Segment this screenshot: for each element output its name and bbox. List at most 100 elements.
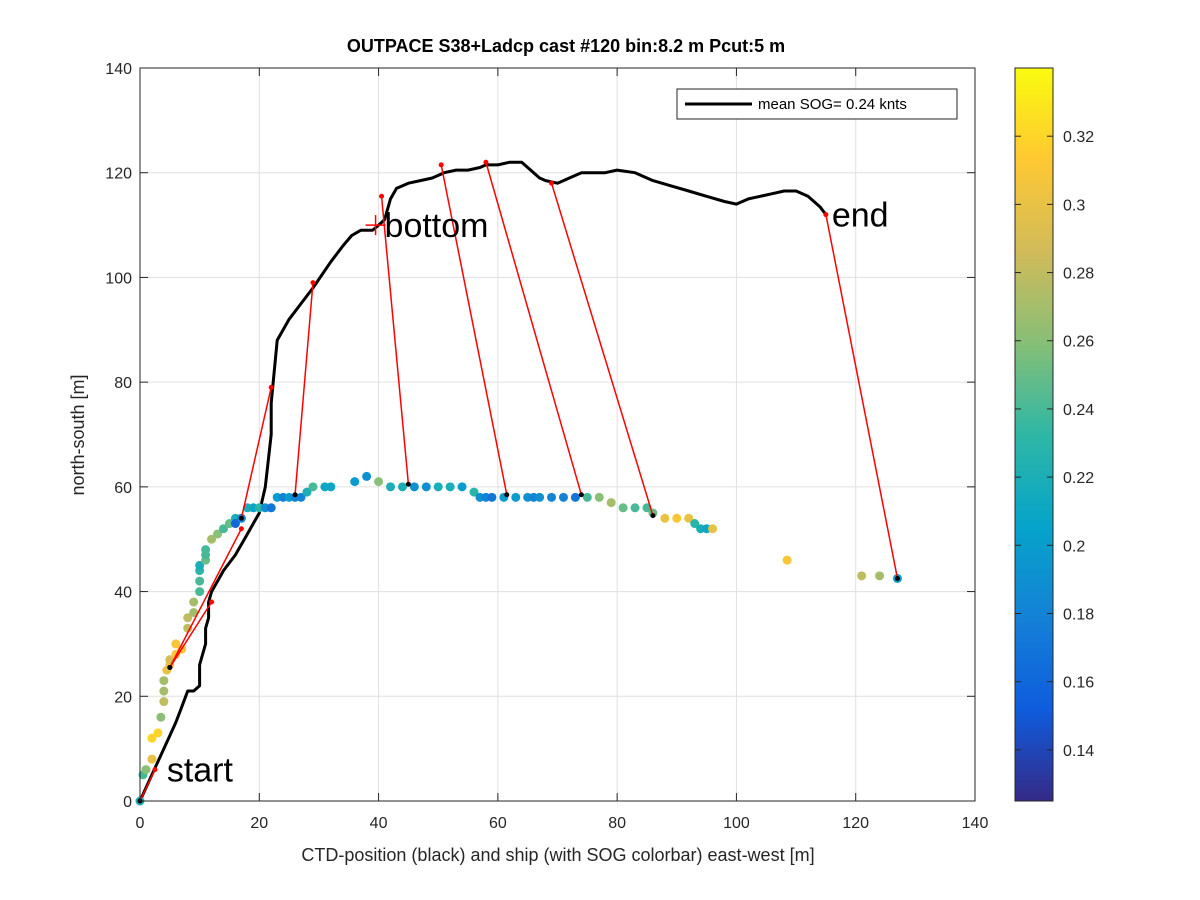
x-tick-label: 100: [723, 815, 750, 832]
colorbar-tick-label: 0.24: [1063, 402, 1094, 419]
colorbar-tick-label: 0.14: [1063, 743, 1094, 760]
ship-point: [684, 513, 694, 523]
ship-point: [189, 597, 199, 607]
x-tick-label: 40: [370, 815, 388, 832]
ship-point: [660, 513, 670, 523]
y-axis-label: north-south [m]: [68, 374, 88, 495]
ship-point: [266, 503, 276, 513]
ship-point: [147, 733, 157, 743]
annotation-end: end: [832, 197, 889, 235]
y-tick-label: 0: [123, 794, 132, 811]
x-tick-label: 60: [489, 815, 507, 832]
colorbar-gradient: [1015, 68, 1053, 801]
ship-point: [857, 571, 867, 581]
ship-marker: [578, 492, 584, 498]
ctd-ship-connectors: [139, 162, 899, 802]
ship-marker: [650, 513, 656, 519]
ship-point: [487, 492, 497, 502]
ship-point: [308, 482, 318, 492]
ship-point: [570, 492, 580, 502]
plot-frame: [139, 67, 976, 802]
ship-point: [582, 492, 592, 502]
ship-sog-points: [135, 471, 902, 806]
ship-point: [469, 487, 479, 497]
ship-point: [207, 534, 217, 544]
ctd-track-line: [138, 160, 828, 802]
ctd-marker: [549, 180, 555, 186]
connector-line: [550, 182, 654, 516]
y-tick-label: 140: [105, 61, 132, 78]
ship-marker: [238, 515, 244, 521]
colorbar-tick-label: 0.26: [1063, 334, 1094, 351]
x-tick-label: 120: [842, 815, 869, 832]
plot-background: [140, 68, 975, 801]
ship-marker: [894, 575, 900, 581]
plot-area: 0 20 40 60 80 100 120 140 0 20 40 60 80 100 120 140 st…: [105, 61, 988, 832]
ship-point: [195, 587, 205, 597]
ctd-track: [138, 160, 828, 802]
ship-point: [594, 492, 604, 502]
connector-line: [294, 282, 314, 495]
annotation-bottom: bottom: [385, 207, 489, 245]
connector-line: [169, 601, 213, 668]
ship-point: [547, 492, 557, 502]
ship-point: [189, 608, 199, 618]
annotation-start: start: [167, 752, 234, 790]
x-tick-label: 80: [608, 815, 626, 832]
connector-line: [825, 214, 899, 579]
ship-point: [618, 503, 628, 513]
connector-line: [169, 528, 243, 668]
ctd-marker: [379, 193, 385, 199]
ship-marker: [292, 492, 298, 498]
chart-title: OUTPACE S38+Ladcp cast #120 bin:8.2 m Pc…: [347, 36, 785, 56]
ship-point: [213, 529, 223, 539]
y-tick-label: 60: [114, 480, 132, 497]
ship-point: [230, 519, 240, 529]
ship-point: [630, 503, 640, 513]
markers: [137, 159, 900, 804]
ship-point: [397, 482, 407, 492]
ship-point: [445, 482, 455, 492]
colorbar: 0.14 0.16 0.18 0.2 0.22 0.24 0.26 0.28 0.3 0.32: [1014, 67, 1094, 802]
ship-point: [141, 765, 151, 775]
ctd-marker: [310, 280, 316, 286]
ship-point: [350, 477, 360, 487]
ship-point: [219, 524, 228, 534]
annotations: start bottom end: [167, 197, 889, 790]
connector-line: [240, 387, 272, 519]
ctd-marker: [483, 159, 489, 165]
ship-point: [159, 697, 169, 707]
x-tick-label: 0: [136, 815, 145, 832]
ship-point: [153, 728, 163, 738]
ship-point: [690, 519, 700, 529]
ship-point: [159, 676, 169, 686]
ship-point: [183, 613, 193, 623]
ship-point: [374, 477, 384, 487]
connector-line: [139, 769, 156, 802]
ctd-marker: [268, 384, 274, 390]
ship-point: [159, 686, 169, 696]
ctd-marker: [438, 162, 444, 168]
ship-point: [156, 712, 166, 722]
ship-point: [201, 545, 211, 555]
ship-point: [147, 754, 157, 764]
ship-point: [782, 555, 792, 565]
legend-entry: mean SOG= 0.24 knts: [758, 96, 907, 113]
ctd-marker: [823, 212, 829, 218]
ctd-marker: [152, 767, 158, 773]
legend[interactable]: mean SOG= 0.24 knts: [676, 88, 958, 120]
colorbar-tick-label: 0.22: [1063, 470, 1094, 487]
ship-point: [433, 482, 443, 492]
ship-marker: [504, 492, 510, 498]
ship-marker: [405, 481, 411, 487]
colorbar-ticks: 0.14 0.16 0.18 0.2 0.22 0.24 0.26 0.28 0.3 0.32: [1015, 129, 1094, 760]
colorbar-tick-label: 0.16: [1063, 675, 1094, 692]
ship-point: [302, 487, 312, 497]
ship-point: [409, 482, 419, 492]
y-tick-label: 40: [114, 585, 132, 602]
ship-point: [195, 576, 205, 586]
ctd-marker: [238, 526, 244, 532]
ship-point: [183, 623, 193, 633]
colorbar-frame: [1014, 67, 1054, 802]
